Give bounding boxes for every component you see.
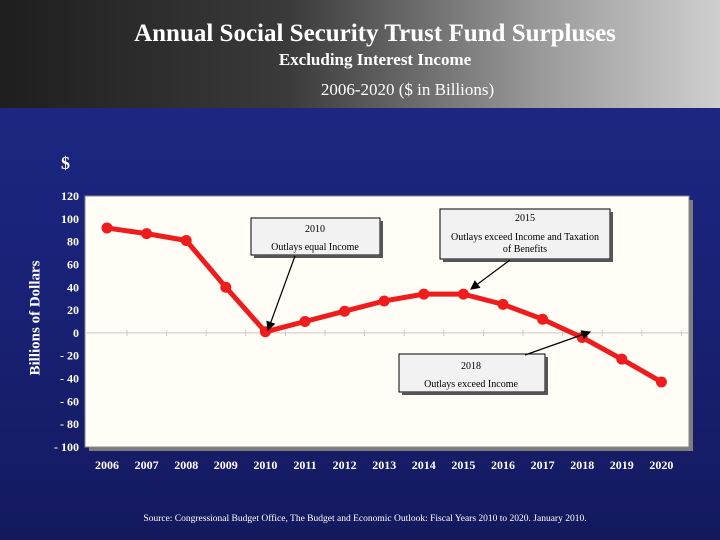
callout-2018-shadow-right: [545, 357, 548, 395]
page-subtitle: Excluding Interest Income: [278, 50, 472, 69]
x-tick-label: 2013: [372, 458, 396, 472]
data-point: [655, 376, 667, 388]
callout-2015-arrow: [470, 259, 511, 290]
callout-2010-shadow-bottom: [254, 255, 383, 258]
callout-2018-text: Outlays exceed Income: [424, 379, 518, 390]
callout-2018-title: 2018: [461, 361, 481, 372]
callout-2015-box: [439, 208, 611, 260]
data-point: [537, 313, 549, 325]
data-point: [339, 305, 351, 317]
data-point: [378, 295, 390, 307]
source-note: Source: Congressional Budget Office, The…: [0, 514, 720, 524]
x-tick-label: 2018: [570, 458, 594, 472]
data-point: [141, 228, 153, 240]
page-title: Annual Social Security Trust Fund Surplu…: [134, 20, 616, 47]
data-point: [180, 234, 192, 246]
x-tick-label: 2009: [214, 458, 238, 472]
data-point: [497, 298, 509, 310]
callout-2010-text: Outlays equal Income: [271, 242, 359, 253]
callout-2015-text-line2: of Benefits: [503, 244, 547, 255]
data-point: [299, 316, 311, 327]
y-tick-label: - 100: [54, 440, 79, 454]
callout-2015-text: Outlays exceed Income and Taxation: [451, 232, 599, 243]
callout-2010-shadow-right: [380, 221, 383, 258]
x-tick-label: 2015: [451, 458, 475, 472]
callout-2018: 2018 Outlays exceed Income: [398, 330, 592, 395]
source-text: Source: Congressional Budget Office, The…: [143, 514, 587, 524]
y-tick-label: 60: [67, 257, 79, 271]
x-tick-label: 2017: [531, 458, 555, 472]
y-tick-label: 20: [67, 303, 79, 317]
x-tick-label: 2010: [253, 458, 277, 472]
y-tick-label: 100: [61, 212, 79, 226]
callout-2018-box: [398, 353, 546, 393]
y-tick-label: - 40: [60, 372, 79, 386]
x-tick-label: 2008: [174, 458, 198, 472]
y-tick-label: - 60: [60, 394, 79, 408]
y-tick-label: 40: [67, 280, 79, 294]
x-tick-label: 2014: [412, 458, 436, 472]
header-band: Annual Social Security Trust Fund Surplu…: [0, 0, 720, 108]
data-point: [101, 222, 113, 234]
y-tick-label: 0: [73, 326, 79, 340]
data-point: [220, 281, 232, 293]
data-point: [457, 288, 469, 300]
x-tick-label: 2019: [610, 458, 634, 472]
x-tick-label: 2007: [135, 458, 159, 472]
data-point: [616, 353, 628, 365]
callout-2010-title: 2010: [305, 224, 325, 235]
callout-2015: 2015 Outlays exceed Income and Taxation …: [439, 208, 613, 290]
y-tick-label: - 20: [60, 349, 79, 363]
currency-label: $: [61, 153, 70, 173]
callout-2018-arrow: [524, 330, 592, 356]
x-tick-label: 2011: [293, 458, 316, 472]
callout-2010: 2010 Outlays equal Income: [250, 217, 383, 332]
x-tick-label: 2012: [333, 458, 357, 472]
y-tick-label: 80: [67, 235, 79, 249]
callout-2018-shadow-bottom: [402, 392, 548, 395]
y-tick-label: 120: [61, 189, 79, 203]
callout-2015-shadow-bottom: [443, 259, 613, 262]
x-tick-label: 2006: [95, 458, 119, 472]
date-range-label: 2006-2020 ($ in Billions): [320, 80, 495, 99]
callout-2010-arrow: [266, 255, 296, 332]
y-tick-label: - 80: [60, 417, 79, 431]
x-tick-label: 2020: [649, 458, 673, 472]
data-point: [418, 288, 430, 300]
callout-2015-title: 2015: [515, 213, 535, 224]
callout-2015-shadow-right: [610, 212, 613, 262]
x-tick-label: 2016: [491, 458, 515, 472]
